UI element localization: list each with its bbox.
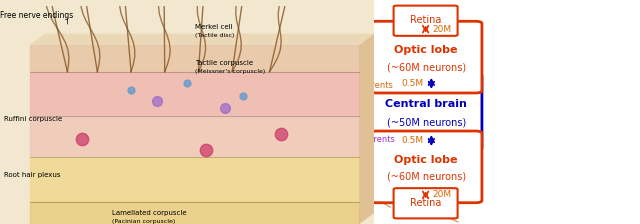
- Point: [276, 133, 286, 136]
- Text: (total ~8X40M neurons): (total ~8X40M neurons): [248, 54, 356, 63]
- Text: 3M motoneurons: 3M motoneurons: [264, 87, 340, 96]
- Text: Retina: Retina: [410, 198, 442, 208]
- Point: [152, 99, 163, 103]
- FancyBboxPatch shape: [370, 21, 482, 93]
- Text: (~50M neurons): (~50M neurons): [387, 117, 466, 127]
- Text: (Tactile disc): (Tactile disc): [195, 33, 234, 38]
- Text: Tactile corpuscle: Tactile corpuscle: [195, 60, 253, 66]
- FancyBboxPatch shape: [394, 188, 458, 218]
- Bar: [30, 45, 360, 72]
- Text: (Pacinian corpuscle): (Pacinian corpuscle): [113, 219, 175, 224]
- Text: Optic lobe: Optic lobe: [394, 45, 458, 55]
- Point: [126, 88, 136, 91]
- Polygon shape: [360, 34, 374, 224]
- Bar: [30, 202, 360, 224]
- Text: Ruffini corpuscle: Ruffini corpuscle: [4, 116, 62, 122]
- Point: [238, 95, 248, 98]
- Text: 18M sensory receptors: 18M sensory receptors: [250, 121, 354, 130]
- FancyBboxPatch shape: [246, 67, 358, 152]
- Text: Root hair plexus: Root hair plexus: [4, 172, 60, 178]
- Text: (~60M neurons): (~60M neurons): [387, 62, 466, 72]
- FancyBboxPatch shape: [370, 131, 482, 203]
- Text: 140K afferents: 140K afferents: [333, 136, 395, 144]
- Text: Merkel cell: Merkel cell: [195, 24, 232, 30]
- Point: [77, 137, 88, 141]
- Text: Peripheral NS: Peripheral NS: [254, 34, 350, 47]
- Text: Free nerve endings: Free nerve endings: [0, 11, 73, 20]
- Bar: [30, 116, 360, 157]
- Point: [201, 148, 211, 152]
- Polygon shape: [269, 137, 358, 186]
- Text: 0.5M: 0.5M: [401, 136, 423, 145]
- Text: (~60M neurons): (~60M neurons): [387, 172, 466, 182]
- Polygon shape: [30, 34, 374, 45]
- Bar: [30, 157, 360, 202]
- Text: 20M: 20M: [432, 25, 451, 34]
- FancyBboxPatch shape: [370, 74, 482, 150]
- Text: (Meissner's corpuscle): (Meissner's corpuscle): [195, 69, 265, 74]
- Text: 0.5M: 0.5M: [401, 79, 423, 88]
- Text: Retina: Retina: [410, 15, 442, 25]
- Point: [324, 153, 335, 156]
- Point: [220, 106, 230, 109]
- Text: Central brain: Central brain: [385, 99, 467, 109]
- Text: 32K efferents: 32K efferents: [336, 81, 392, 90]
- Bar: [30, 72, 360, 116]
- Text: Optic lobe: Optic lobe: [394, 155, 458, 165]
- Point: [182, 81, 192, 85]
- Text: 8X: 8X: [225, 102, 252, 120]
- Text: 20M: 20M: [432, 190, 451, 199]
- Point: [292, 153, 303, 156]
- Text: Lamellated corpuscle: Lamellated corpuscle: [113, 210, 187, 216]
- FancyBboxPatch shape: [394, 6, 458, 36]
